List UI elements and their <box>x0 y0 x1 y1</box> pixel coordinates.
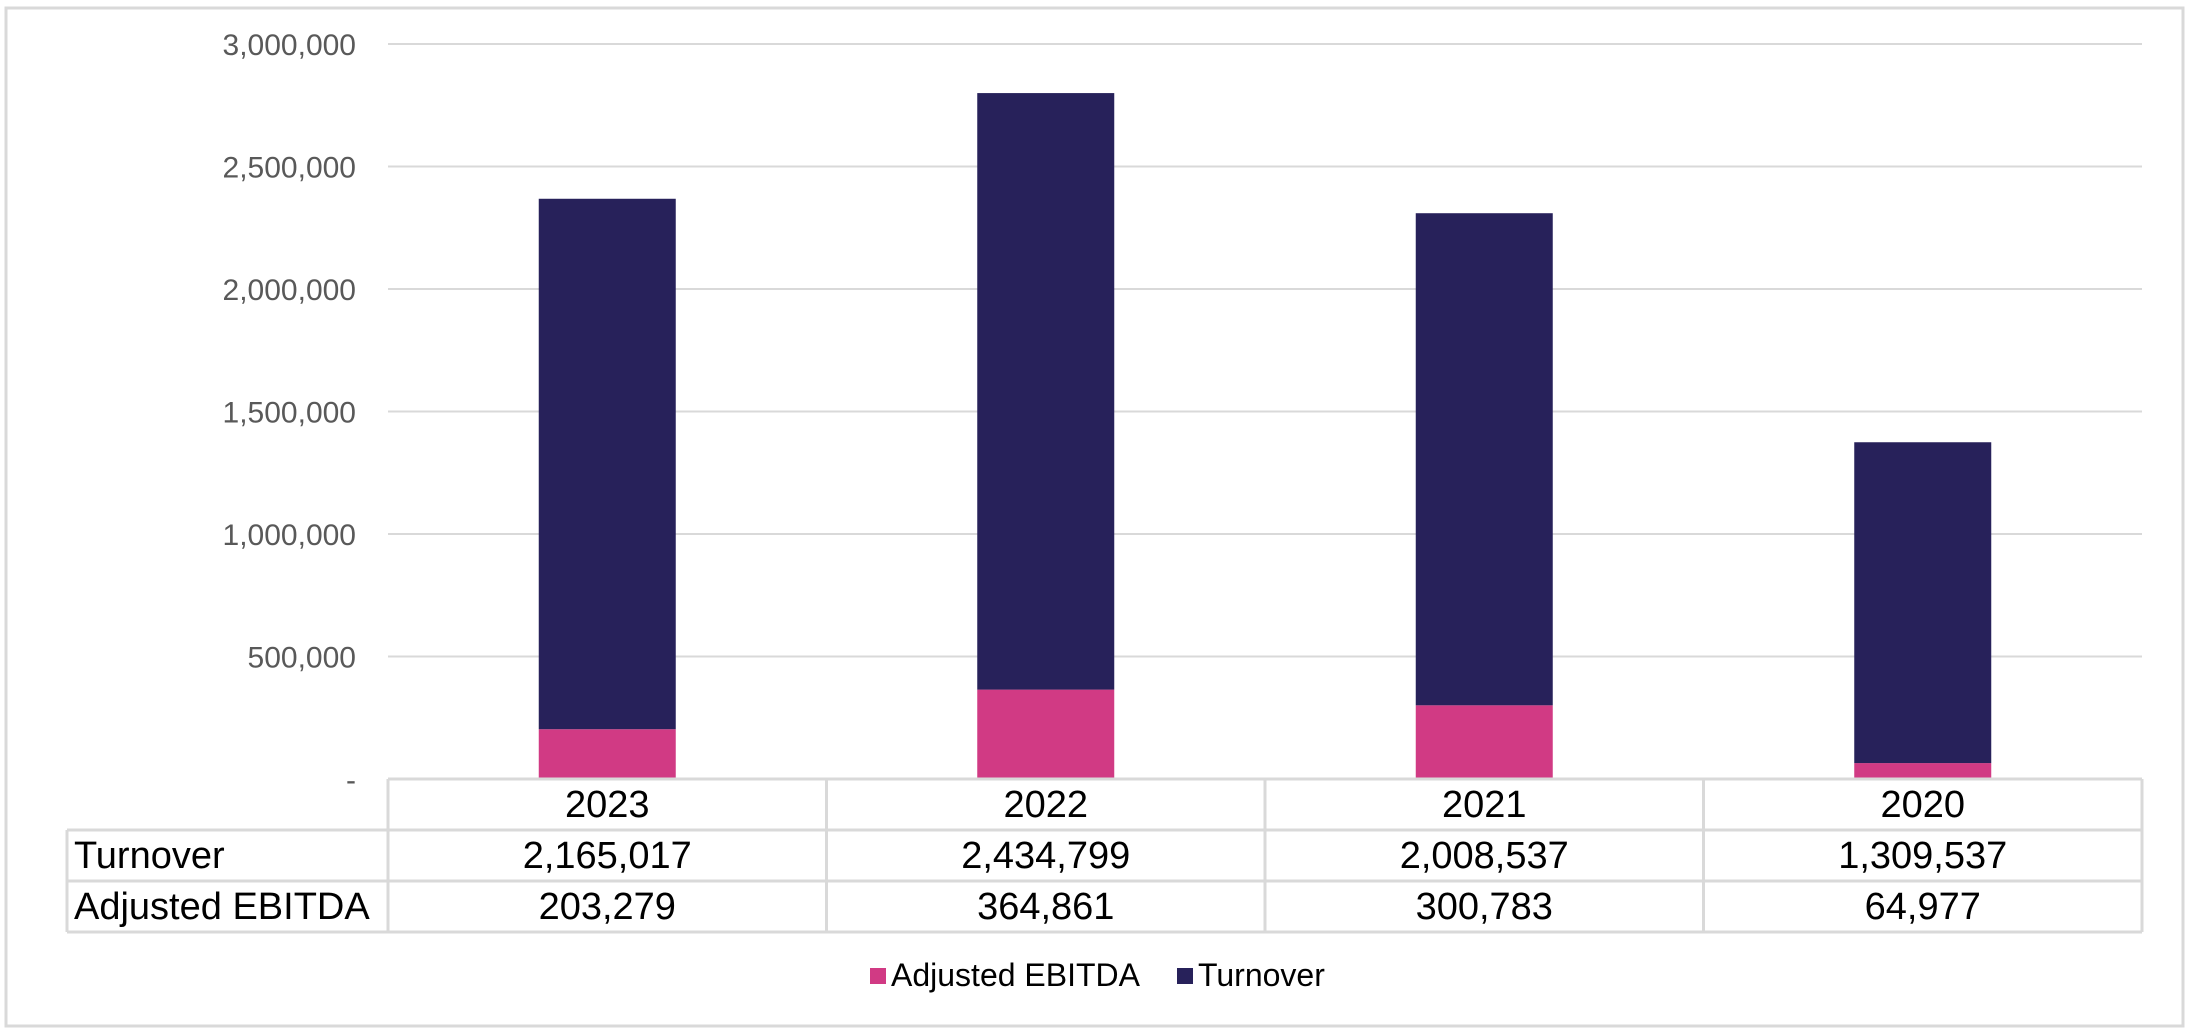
bar-adjusted-ebitda-2020 <box>1854 763 1992 779</box>
table-cell-value: 300,783 <box>1416 886 1553 928</box>
legend: Adjusted EBITDA Turnover <box>870 957 1325 993</box>
legend-swatch <box>1177 968 1193 984</box>
legend-label: Turnover <box>1198 957 1325 993</box>
category-label: 2021 <box>1442 784 1527 826</box>
bar-adjusted-ebitda-2022 <box>977 689 1115 779</box>
y-tick-label: - <box>346 764 356 797</box>
bars <box>538 93 1992 779</box>
y-tick-label: 2,000,000 <box>223 274 356 307</box>
y-tick-label: 3,000,000 <box>223 29 356 62</box>
table-cell-value: 1,309,537 <box>1838 835 2007 877</box>
table-cell-value: 64,977 <box>1865 886 1981 928</box>
y-tick-label: 500,000 <box>248 642 356 675</box>
y-tick-label: 1,000,000 <box>223 519 356 552</box>
y-axis: 3,000,000 2,500,000 2,000,000 1,500,000 1,00… <box>223 29 356 797</box>
bar-turnover-2023 <box>538 198 676 730</box>
category-label: 2020 <box>1880 784 1965 826</box>
table-cell-value: 2,008,537 <box>1400 835 1569 877</box>
bar-turnover-2020 <box>1854 442 1992 764</box>
bar-turnover-2021 <box>1415 213 1553 706</box>
legend-swatch <box>870 968 886 984</box>
category-label: 2023 <box>565 784 650 826</box>
legend-label: Adjusted EBITDA <box>891 957 1141 993</box>
table-cell-value: 203,279 <box>539 886 676 928</box>
table-cell-value: 2,165,017 <box>523 835 692 877</box>
bar-adjusted-ebitda-2021 <box>1415 705 1553 779</box>
bar-adjusted-ebitda-2023 <box>538 729 676 779</box>
table-row-label: Adjusted EBITDA <box>74 886 370 928</box>
bar-turnover-2022 <box>977 93 1115 690</box>
table-row-label: Turnover <box>74 835 225 877</box>
table-cell-value: 2,434,799 <box>961 835 1130 877</box>
table-cell-value: 364,861 <box>977 886 1114 928</box>
y-tick-label: 1,500,000 <box>223 397 356 430</box>
data-table: 2023 2022 2021 2020 Turnover 2,165,017 2,434,7… <box>65 777 2144 934</box>
category-label: 2022 <box>1003 784 1088 826</box>
y-tick-label: 2,500,000 <box>223 152 356 185</box>
